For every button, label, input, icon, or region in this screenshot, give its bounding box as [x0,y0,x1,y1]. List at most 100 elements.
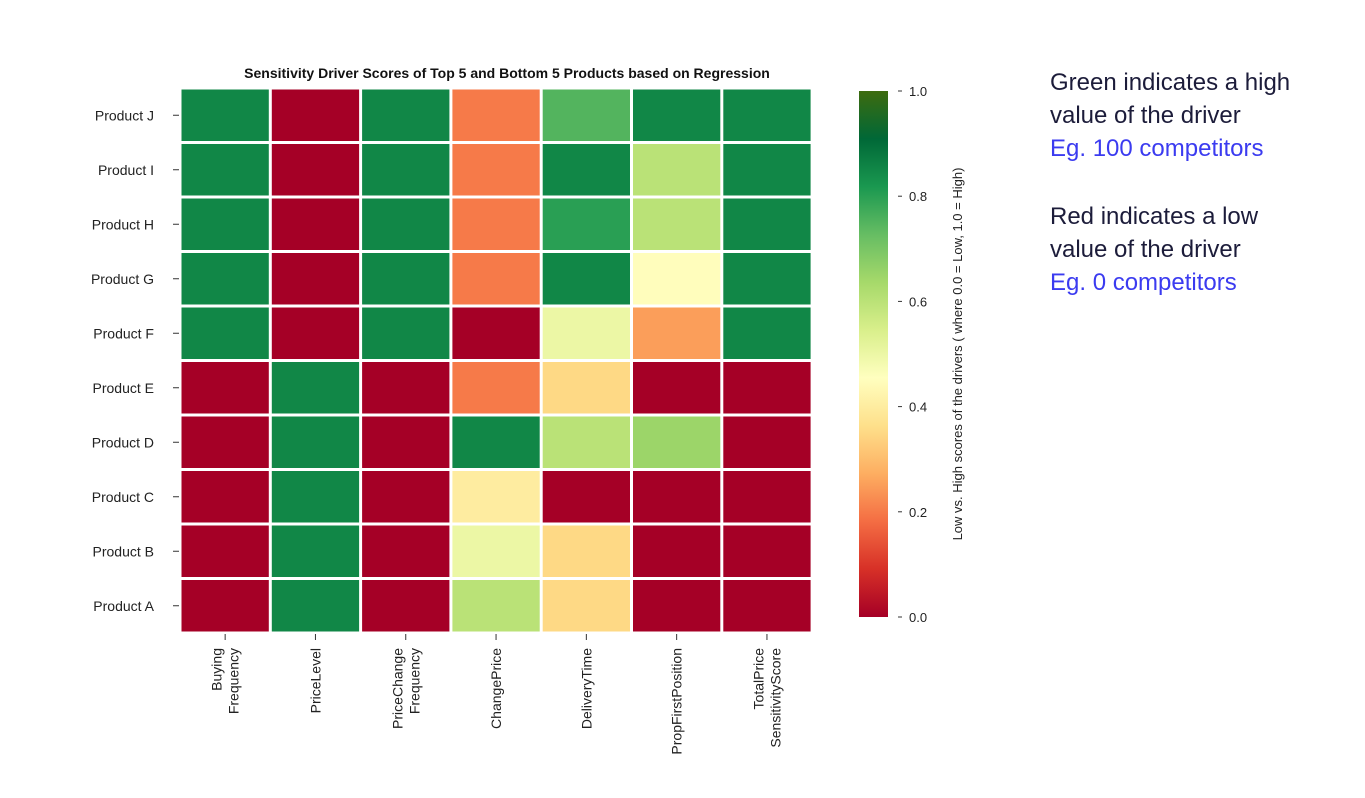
column-label-line: PropFirstPosition [669,648,685,755]
heatmap-cell [362,89,450,141]
heatmap-cell [271,362,360,414]
column-label-line: Buying [209,648,225,691]
heatmap-cell [181,307,269,359]
row-label: Product C [92,489,154,505]
heatmap-cell [723,198,811,250]
red-note-line1: Red indicates a low [1050,203,1259,230]
heatmap-chart: Sensitivity Driver Scores of Top 5 and B… [91,65,965,755]
heatmap-cell [633,198,721,250]
heatmap-cell [542,362,630,414]
heatmap-cell [542,580,630,632]
column-label-line: SensitivityScore [767,648,783,748]
colorbar-label: Low vs. High scores of the drivers ( whe… [950,168,965,541]
green-note-line2: value of the driver [1050,102,1241,129]
column-label: TotalPrice SensitivityScore [750,648,783,748]
heatmap-cell [723,253,811,305]
heatmap-cell [362,471,450,523]
heatmap-cell [452,580,540,632]
column-label: Buying Frequency [209,648,242,714]
red-legend-note: Red indicates a low value of the driver … [1050,200,1258,299]
heatmap-cell [271,580,360,632]
heatmap-cell [723,580,811,632]
heatmap-cell [362,144,450,196]
heatmap-cell [271,253,360,305]
heatmap-cell [452,307,540,359]
heatmap-cell [452,198,540,250]
heatmap-cell [181,198,269,250]
heatmap-cell [271,307,360,359]
colorbar-tick-label: 0.6 [909,294,927,309]
column-label-line: Frequency [226,648,242,714]
row-label: Product I [98,162,154,178]
heatmap-cell [181,89,269,141]
row-labels: Product J Product I Product H Product G Prod… [91,107,179,614]
column-label-line: PriceLevel [307,648,323,713]
column-label: DeliveryTime [578,648,594,729]
heatmap-cell [271,525,360,577]
column-label: ChangePrice [488,648,504,729]
heatmap-cell [542,307,630,359]
colorbar-tick-label: 0.0 [909,610,927,625]
heatmap-cell [452,89,540,141]
heatmap-cell [723,307,811,359]
heatmap-cell [181,580,269,632]
row-label: Product D [92,434,154,450]
column-label-line: DeliveryTime [578,648,594,729]
colorbar-tick-label: 0.8 [909,189,927,204]
heatmap-cell [542,525,630,577]
row-label: Product A [93,598,154,614]
heatmap-cell [181,144,269,196]
column-label-line: PriceChange [389,648,405,729]
heatmap-cell [271,89,360,141]
heatmap-cell [452,362,540,414]
heatmap-cell [452,525,540,577]
heatmap-cell [542,416,630,468]
heatmap-cell [542,144,630,196]
heatmap-cell [542,471,630,523]
row-label: Product B [93,543,154,559]
heatmap-cell [633,89,721,141]
row-label: Product F [93,325,154,341]
heatmap-cell [723,362,811,414]
red-note-example: Eg. 0 competitors [1050,269,1237,296]
heatmap-cell [362,362,450,414]
green-legend-note: Green indicates a high value of the driv… [1050,66,1290,165]
column-label: PriceLevel [307,648,323,713]
chart-title: Sensitivity Driver Scores of Top 5 and B… [244,65,770,81]
heatmap-cell [452,416,540,468]
heatmap-cell [362,198,450,250]
heatmap-cell [271,471,360,523]
heatmap-cell [271,198,360,250]
heatmap-cell [181,253,269,305]
heatmap-cell [542,89,630,141]
colorbar [859,91,888,617]
row-label: Product J [95,107,154,123]
heatmap-cell [633,471,721,523]
heatmap-cell [452,471,540,523]
heatmap-cell [542,198,630,250]
heatmap-cell [181,471,269,523]
heatmap-cell [181,362,269,414]
heatmap-cell [271,416,360,468]
heatmap-cell [633,580,721,632]
row-label: Product E [93,380,154,396]
heatmap-cell [362,416,450,468]
heatmap-cell [271,144,360,196]
heatmap-cell [542,253,630,305]
heatmap-cell [723,525,811,577]
column-label-line: ChangePrice [488,648,504,729]
heatmap-cell [452,144,540,196]
colorbar-tick-label: 0.2 [909,505,927,520]
heatmap-cell [723,416,811,468]
column-label: PropFirstPosition [669,648,685,755]
heatmap-cell [181,525,269,577]
heatmap-cell [362,307,450,359]
column-labels: Buying Frequency PriceLevel PriceChange Freq… [209,634,783,755]
heatmap-cell [633,144,721,196]
heatmap-cell [723,471,811,523]
heatmap-cell [362,580,450,632]
heatmap-cell [633,362,721,414]
red-note-line2: value of the driver [1050,236,1241,263]
heatmap-cell [723,89,811,141]
green-note-example: Eg. 100 competitors [1050,135,1264,162]
